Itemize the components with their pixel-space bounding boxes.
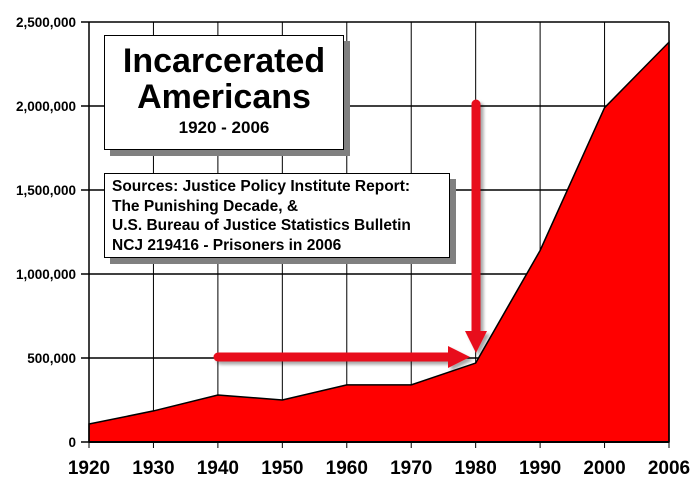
source-line: The Punishing Decade, &: [112, 197, 299, 215]
x-tick-label: 1920: [68, 458, 110, 479]
x-tick-label: 2000: [583, 458, 625, 479]
arrow-right-1940-to-1980: [213, 346, 470, 368]
chart-title-box: Incarcerated Americans 1920 - 2006: [104, 35, 344, 150]
x-axis-labels: 1920 1930 1940 1950 1960 1970 1980 1990 2000 2006: [68, 458, 690, 479]
y-tick-label: 1,500,000: [16, 183, 76, 198]
arrow-down-2m-to-500k: [465, 99, 487, 353]
x-tick-label: 2006: [648, 458, 690, 479]
sources-box: Sources: Justice Policy Institute Report…: [104, 173, 450, 258]
y-axis-labels: 0 500,000 1,000,000 1,500,000 2,000,000 2,500…: [16, 15, 76, 450]
y-tick-label: 0: [68, 435, 76, 450]
x-tick-label: 1930: [132, 458, 174, 479]
x-tick-label: 1990: [519, 458, 561, 479]
x-tick-label: 1950: [261, 458, 303, 479]
chart-subtitle: 1920 - 2006: [178, 118, 270, 137]
y-tick-label: 500,000: [27, 351, 76, 366]
chart-title-line1: Incarcerated: [122, 42, 326, 80]
y-tick-label: 1,000,000: [16, 267, 76, 282]
source-line: U.S. Bureau of Justice Statistics Bullet…: [112, 217, 411, 234]
y-tick-label: 2,000,000: [16, 99, 76, 114]
x-tick-label: 1970: [390, 458, 432, 479]
x-tick-label: 1960: [326, 458, 368, 479]
y-tick-label: 2,500,000: [16, 15, 76, 30]
chart-title-line2: Americans: [137, 78, 311, 116]
axes: [88, 22, 670, 443]
source-line: Sources: Justice Policy Institute Report…: [112, 178, 411, 195]
x-tick-label: 1940: [197, 458, 239, 479]
source-line: NCJ 219416 - Prisoners in 2006: [112, 236, 342, 254]
annotation-arrows: [213, 99, 487, 368]
x-tick-label: 1980: [455, 458, 497, 479]
